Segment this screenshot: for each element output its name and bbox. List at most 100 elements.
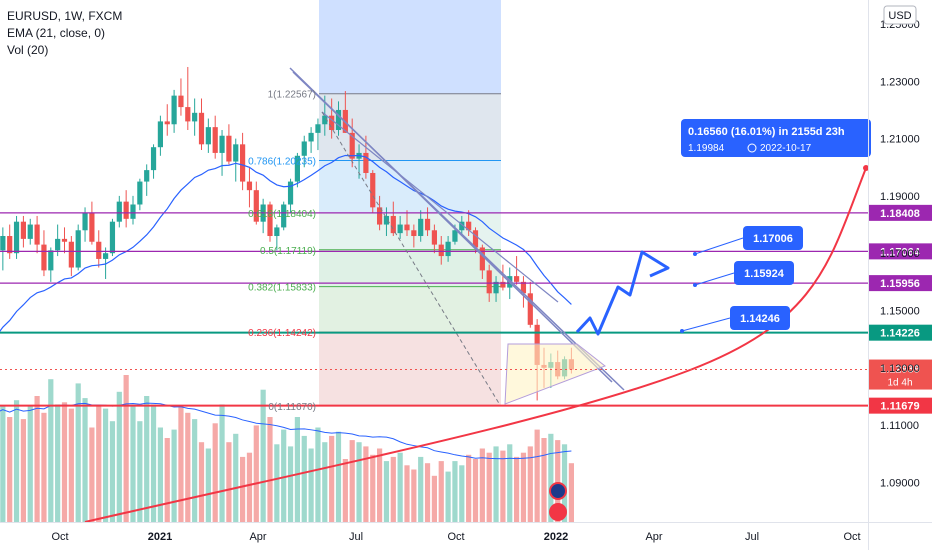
candle-body[interactable] xyxy=(486,270,492,294)
candle-body[interactable] xyxy=(493,281,499,294)
triangle-pattern[interactable] xyxy=(504,343,607,405)
descending-trendline[interactable] xyxy=(292,71,625,391)
candle-body[interactable] xyxy=(418,218,424,237)
candle-body[interactable] xyxy=(301,141,307,156)
candle-body[interactable] xyxy=(424,218,431,231)
candle-body[interactable] xyxy=(438,244,444,257)
price-callout[interactable] xyxy=(730,306,790,330)
candle-body[interactable] xyxy=(164,121,170,125)
candle-body[interactable] xyxy=(294,155,300,182)
candle-body[interactable] xyxy=(287,181,294,205)
candle-body[interactable] xyxy=(514,276,520,282)
price-callout[interactable] xyxy=(734,261,794,285)
candle-body[interactable] xyxy=(445,241,451,257)
candle-body[interactable] xyxy=(472,230,479,248)
legend-volume[interactable]: Vol (20) xyxy=(7,43,48,57)
candle-body[interactable] xyxy=(479,247,485,271)
candle-body[interactable] xyxy=(363,152,369,173)
candle-body[interactable] xyxy=(411,230,417,237)
volume-bar xyxy=(514,456,520,522)
candle-body[interactable] xyxy=(212,127,218,153)
candle-body[interactable] xyxy=(123,201,129,219)
candle-body[interactable] xyxy=(397,224,403,234)
candle-body[interactable] xyxy=(274,227,280,237)
candle-body[interactable] xyxy=(267,204,273,237)
legend-ema[interactable]: EMA (21, close, 0) xyxy=(7,26,105,40)
candle-body[interactable] xyxy=(34,224,40,245)
candle-body[interactable] xyxy=(103,253,109,259)
candle-body[interactable] xyxy=(322,115,328,125)
candle-body[interactable] xyxy=(171,95,177,125)
candle-body[interactable] xyxy=(500,281,506,288)
measure-tooltip[interactable] xyxy=(681,119,871,157)
candle-body[interactable] xyxy=(7,236,13,254)
price-axis-tag xyxy=(869,204,932,221)
volume-bar xyxy=(226,442,232,522)
candle-body[interactable] xyxy=(178,95,184,108)
candle-body[interactable] xyxy=(308,132,314,142)
candle-body[interactable] xyxy=(75,230,81,268)
x-tick-label: 2022 xyxy=(544,531,568,543)
candle-body[interactable] xyxy=(137,181,143,205)
candle-body[interactable] xyxy=(144,170,150,182)
candle-body[interactable] xyxy=(404,224,410,231)
candle-body[interactable] xyxy=(20,221,26,239)
candle-body[interactable] xyxy=(157,121,163,148)
candle-body[interactable] xyxy=(370,172,376,208)
volume-bar xyxy=(329,435,335,522)
long-term-curve[interactable] xyxy=(84,167,867,522)
candle-body[interactable] xyxy=(27,224,33,239)
candle-body[interactable] xyxy=(527,293,533,325)
candle-body[interactable] xyxy=(315,124,321,133)
candle-body[interactable] xyxy=(459,221,465,231)
volume-bar xyxy=(493,446,499,522)
candle-body[interactable] xyxy=(281,204,287,228)
candle-body[interactable] xyxy=(41,244,47,271)
candle-body[interactable] xyxy=(109,221,116,254)
candle-body[interactable] xyxy=(185,107,191,122)
projection-path[interactable] xyxy=(575,250,670,336)
candle-body[interactable] xyxy=(96,241,102,259)
candle-body[interactable] xyxy=(198,112,205,145)
candle-body[interactable] xyxy=(68,241,74,268)
candle-body[interactable] xyxy=(150,147,157,171)
candle-body[interactable] xyxy=(55,238,61,251)
candle-body[interactable] xyxy=(240,144,246,182)
volume-bar xyxy=(548,433,554,522)
candle-body[interactable] xyxy=(48,250,54,271)
price-callout[interactable] xyxy=(743,226,803,250)
candle-body[interactable] xyxy=(192,112,198,122)
candle-body[interactable] xyxy=(390,215,396,234)
callout-leader xyxy=(694,237,744,255)
candle-body[interactable] xyxy=(466,221,472,231)
descending-trendline[interactable] xyxy=(321,111,559,303)
candle-body[interactable] xyxy=(0,236,6,251)
candle-body[interactable] xyxy=(329,115,335,131)
candle-body[interactable] xyxy=(253,190,259,222)
candle-body[interactable] xyxy=(246,181,253,191)
volume-bar xyxy=(34,396,40,522)
volume-bar xyxy=(438,461,444,522)
candle-body[interactable] xyxy=(82,213,88,231)
candle-body[interactable] xyxy=(226,135,232,162)
candle-body[interactable] xyxy=(233,144,239,162)
candle-body[interactable] xyxy=(349,132,355,159)
y-tick-label: 1.19000 xyxy=(880,191,920,203)
candle-body[interactable] xyxy=(130,204,136,219)
candle-body[interactable] xyxy=(431,230,437,245)
candle-body[interactable] xyxy=(520,281,527,294)
candle-body[interactable] xyxy=(452,230,458,242)
candle-body[interactable] xyxy=(219,135,225,153)
candle-body[interactable] xyxy=(116,201,122,222)
currency-badge[interactable]: USD xyxy=(883,5,917,25)
volume-bar xyxy=(370,454,376,522)
candle-body[interactable] xyxy=(335,109,342,131)
candle-body[interactable] xyxy=(205,127,211,145)
candle-body[interactable] xyxy=(61,238,68,242)
legend-symbol[interactable]: EURUSD, 1W, FXCM xyxy=(7,9,122,23)
candle-body[interactable] xyxy=(383,215,390,225)
candle-body[interactable] xyxy=(13,221,20,254)
candle-body[interactable] xyxy=(377,207,383,225)
candle-body[interactable] xyxy=(89,213,95,242)
